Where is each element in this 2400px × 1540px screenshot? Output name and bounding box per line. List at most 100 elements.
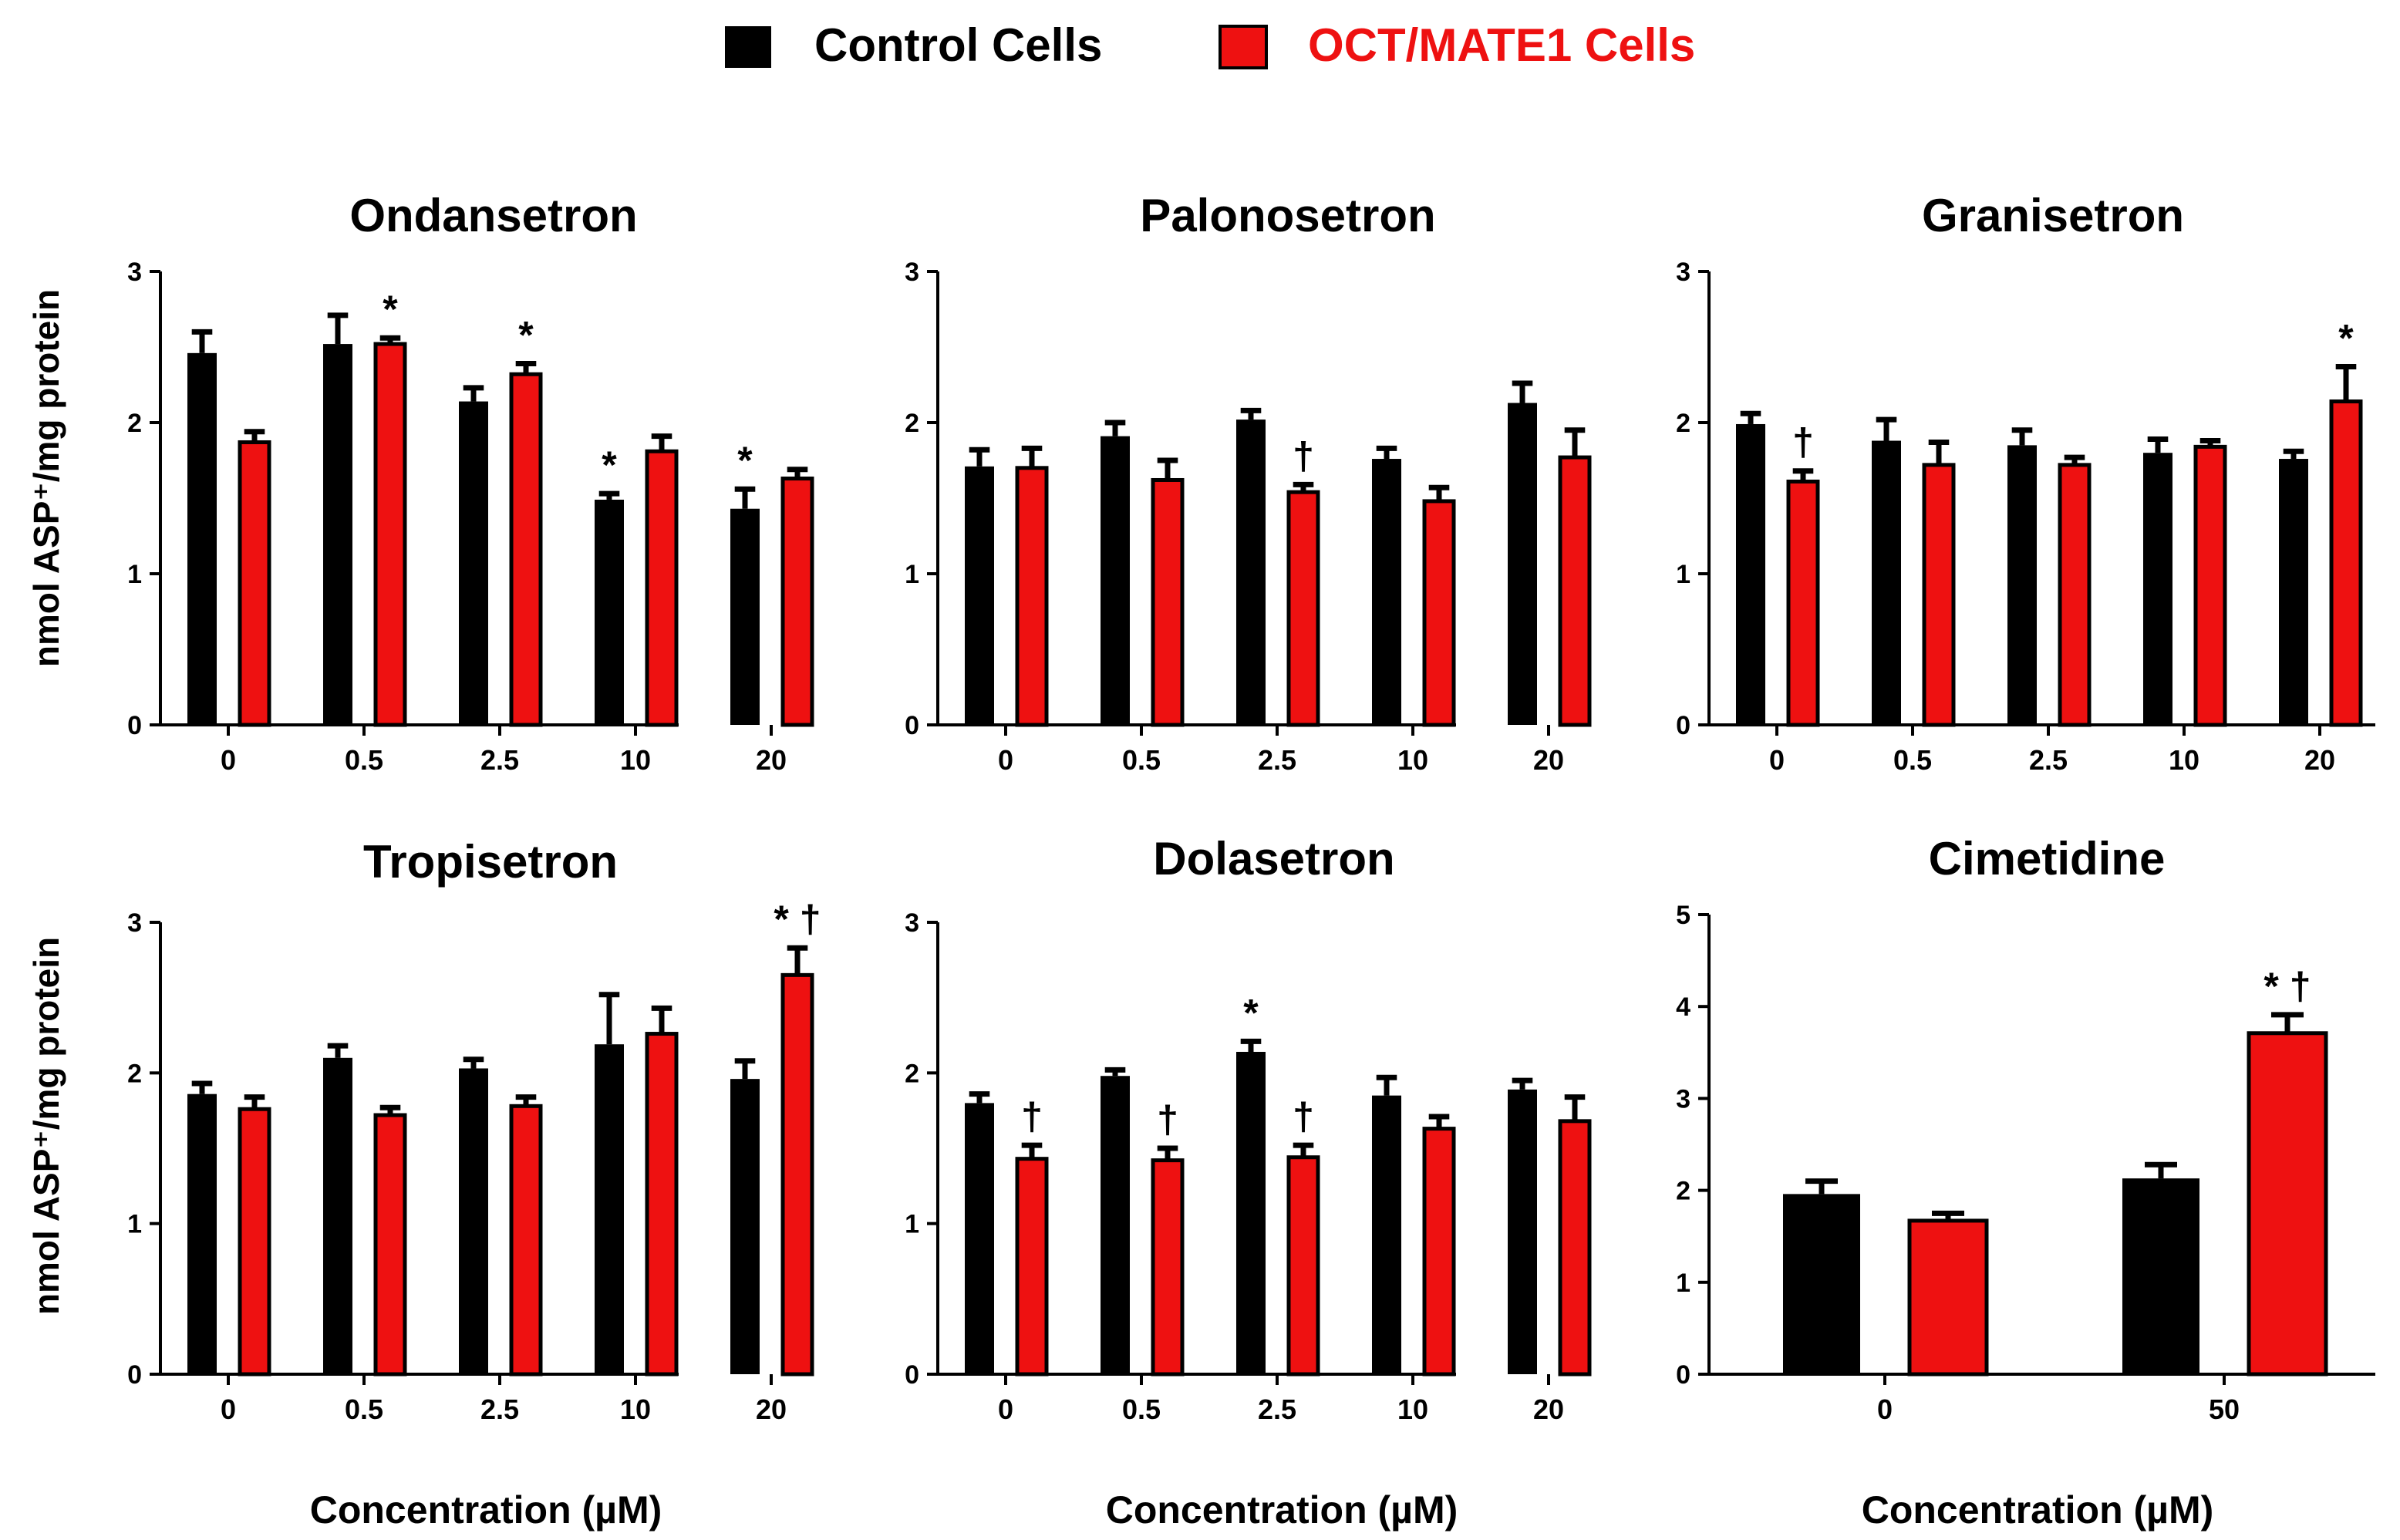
- oct-mate1-bar-0: [1907, 1218, 1989, 1377]
- control-bar-20: [1508, 403, 1537, 725]
- control-bar-10: [595, 1044, 624, 1374]
- y-tick-label: 3: [1676, 258, 1690, 287]
- control-bar-10: [1372, 1095, 1401, 1374]
- significance-marker: †: [1157, 1098, 1178, 1141]
- x-tick-label: 10: [1397, 744, 1428, 776]
- y-tick-label: 5: [1676, 901, 1690, 930]
- oct-mate1-bar-0.5: [373, 1113, 407, 1377]
- control-bar-20: [730, 508, 760, 725]
- y-tick-label: 1: [905, 1210, 919, 1239]
- legend-label-oct: OCT/MATE1 Cells: [1308, 19, 1695, 71]
- oct-mate1-bar-0: [1015, 1157, 1049, 1377]
- y-tick-label: 2: [1676, 409, 1690, 438]
- x-tick-label: 0.5: [345, 744, 383, 776]
- control-bar-0.5: [323, 1057, 352, 1374]
- control-bar-10: [595, 499, 624, 725]
- chart-title: Granisetron: [1922, 190, 2184, 241]
- x-tick-label: 2.5: [480, 1393, 519, 1425]
- control-bar-2.5: [459, 401, 488, 725]
- oct-mate1-bar-20: [2329, 399, 2363, 727]
- oct-mate1-bar-2.5: [1286, 490, 1320, 727]
- significance-marker: * †: [774, 898, 821, 941]
- y-tick-label: 0: [1676, 1360, 1690, 1390]
- significance-marker: *: [602, 443, 617, 487]
- significance-marker: *: [383, 288, 398, 331]
- control-bar-20: [2279, 459, 2308, 725]
- chart-panel-dolasetron: Dolasetron † † * † 0 1 2 3 0 0.5 2.5 10 20: [905, 833, 1592, 1425]
- y-tick-label: 1: [1676, 560, 1690, 589]
- chart-title: Dolasetron: [1153, 833, 1394, 885]
- x-tick-label: 2.5: [1258, 744, 1296, 776]
- x-tick-label: 2.5: [480, 744, 519, 776]
- oct-mate1-bar-10: [645, 449, 679, 727]
- y-tick-label: 3: [127, 908, 142, 938]
- x-tick-label: 20: [2304, 744, 2335, 776]
- legend: Control Cells OCT/MATE1 Cells: [725, 19, 1695, 71]
- y-tick-label: 1: [127, 1210, 142, 1239]
- oct-mate1-bar-10: [1422, 1127, 1456, 1377]
- y-tick-label: 3: [905, 908, 919, 938]
- legend-swatch-control: [725, 26, 771, 68]
- oct-mate1-bar-2.5: [1286, 1155, 1320, 1377]
- chart-title: Palonosetron: [1140, 190, 1435, 241]
- oct-mate1-bar-20: [780, 972, 814, 1377]
- significance-marker: †: [1293, 434, 1314, 477]
- significance-marker: †: [1021, 1095, 1043, 1138]
- x-tick-label: 0: [998, 744, 1013, 776]
- chart-title: Cimetidine: [1929, 833, 2166, 885]
- x-tick-label: 20: [1533, 1393, 1564, 1425]
- control-bar-0.5: [323, 344, 352, 725]
- control-bar-0: [187, 352, 217, 725]
- x-tick-label: 2.5: [2029, 744, 2068, 776]
- y-axis-label-top: nmol ASP⁺/mg protein: [26, 289, 66, 667]
- x-axis-label-right: Concentration (µM): [1862, 1488, 2214, 1532]
- x-tick-label: 10: [620, 1393, 651, 1425]
- control-bar-0: [965, 1103, 994, 1374]
- y-tick-label: 1: [127, 560, 142, 589]
- control-bar-2.5: [2007, 445, 2037, 725]
- x-axis-label-middle: Concentration (µM): [1106, 1488, 1458, 1532]
- control-bar-2.5: [1236, 1051, 1266, 1374]
- chart-panel-tropisetron: Tropisetron * † 0 1 2 3 0 0.5 2.5 10 20: [127, 836, 821, 1425]
- control-bar-2.5: [1236, 420, 1266, 725]
- control-bar-0: [187, 1094, 217, 1374]
- control-bar-0: [965, 466, 994, 725]
- y-axis-label-bottom: nmol ASP⁺/mg protein: [26, 937, 66, 1315]
- oct-mate1-bar-2.5: [2058, 463, 2092, 727]
- control-bar-2.5: [459, 1068, 488, 1374]
- y-tick-label: 0: [127, 1360, 142, 1390]
- oct-mate1-bar-50: [2247, 1031, 2328, 1377]
- oct-mate1-bar-10: [1422, 499, 1456, 727]
- x-tick-label: 0: [221, 1393, 236, 1425]
- oct-mate1-bar-20: [1558, 455, 1592, 727]
- significance-marker: †: [1293, 1095, 1314, 1138]
- y-tick-label: 2: [905, 409, 919, 438]
- control-bar-10: [2143, 453, 2172, 725]
- oct-mate1-bar-0: [1786, 479, 1820, 727]
- control-bar-50: [2122, 1178, 2199, 1374]
- y-tick-label: 0: [1676, 711, 1690, 740]
- x-tick-label: 0.5: [345, 1393, 383, 1425]
- x-tick-label: 0: [1769, 744, 1785, 776]
- oct-mate1-bar-0.5: [1922, 463, 1956, 727]
- significance-marker: *: [737, 439, 753, 482]
- y-tick-label: 0: [127, 711, 142, 740]
- x-tick-label: 20: [756, 1393, 787, 1425]
- y-tick-label: 4: [1676, 992, 1690, 1022]
- chart-panel-palonosetron: Palonosetron † 0 1 2 3 0 0.5 2.5 10 20: [905, 190, 1592, 776]
- x-tick-label: 2.5: [1258, 1393, 1296, 1425]
- oct-mate1-bar-0: [238, 440, 271, 727]
- chart-panel-ondansetron: Ondansetron * * * * 0 1 2 3 0 0.5 2.5 10 20: [127, 190, 814, 776]
- oct-mate1-bar-10: [645, 1032, 679, 1377]
- y-tick-label: 0: [905, 711, 919, 740]
- control-bar-0.5: [1101, 1076, 1130, 1374]
- oct-mate1-bar-0: [1015, 466, 1049, 727]
- significance-marker: *: [2338, 316, 2354, 359]
- control-bar-10: [1372, 459, 1401, 725]
- y-tick-label: 2: [905, 1059, 919, 1088]
- x-tick-label: 0.5: [1122, 1393, 1161, 1425]
- oct-mate1-bar-2.5: [509, 372, 543, 727]
- y-tick-label: 3: [127, 258, 142, 287]
- control-bar-0.5: [1101, 436, 1130, 725]
